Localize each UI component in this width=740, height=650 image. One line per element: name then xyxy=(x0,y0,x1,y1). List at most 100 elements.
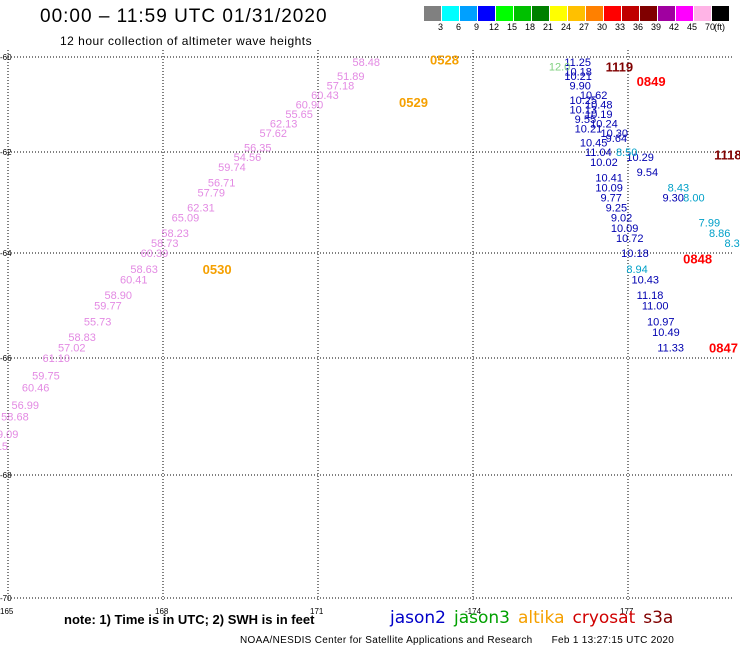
swh-value: 57.15 xyxy=(0,441,8,453)
satellite-name: jason3 xyxy=(454,608,510,628)
legend-swatch xyxy=(514,6,532,21)
swh-value: 10.25 xyxy=(570,95,598,107)
legend-label: 36 xyxy=(633,22,644,32)
legend-label: 15 xyxy=(507,22,518,32)
legend-label: 30 xyxy=(597,22,608,32)
swh-value: 7.99 xyxy=(699,218,720,230)
pass-time-label: 0529 xyxy=(399,95,428,110)
swh-value: 60.46 xyxy=(22,382,50,394)
longitude-label: 177 xyxy=(620,607,634,616)
swh-value: 58.63 xyxy=(130,264,158,276)
swh-value: 58.68 xyxy=(1,412,29,424)
page-title: 00:00 – 11:59 UTC 01/31/2020 xyxy=(40,6,328,27)
swh-value: 9.64 xyxy=(606,133,627,145)
legend-swatch xyxy=(586,6,604,21)
swh-value: 65.09 xyxy=(172,213,200,225)
swh-value: 10.24 xyxy=(590,119,618,131)
pass-time-label: 0847 xyxy=(709,341,738,356)
legend-swatch xyxy=(442,6,460,21)
swh-value: 10.43 xyxy=(632,274,660,286)
swh-value: 10.48 xyxy=(585,100,613,112)
swh-value: 56.35 xyxy=(244,142,272,154)
legend-swatch xyxy=(712,6,730,21)
swh-value: 9.25 xyxy=(606,203,627,215)
latitude-label: -62 xyxy=(0,148,12,157)
satellite-name: s3a xyxy=(643,608,674,628)
legend-label: 9 xyxy=(474,22,480,32)
legend-swatch xyxy=(496,6,514,21)
legend-swatch xyxy=(550,6,568,21)
legend-swatches xyxy=(424,6,740,21)
legend-label: 70 xyxy=(705,22,716,32)
swh-value: 10.41 xyxy=(595,172,623,184)
swh-value: 58.73 xyxy=(151,238,179,250)
swh-value: 60.43 xyxy=(311,90,339,102)
legend-swatch xyxy=(658,6,676,21)
swh-value: 55.73 xyxy=(84,316,112,328)
swh-value: 57.62 xyxy=(260,128,288,140)
credit-org: NOAA/NESDIS Center for Satellite Applica… xyxy=(240,635,533,646)
swh-value: 10.21 xyxy=(564,71,592,83)
swh-value: 62.13 xyxy=(270,119,298,131)
swh-value: 8.31 xyxy=(725,238,740,250)
swh-value: 10.21 xyxy=(575,123,603,135)
swh-value: 10.62 xyxy=(580,90,608,102)
legend-unit: (ft) xyxy=(714,22,725,32)
legend-labels: 3 6 9 12 15 18 21 24 27 30 33 36 39 42 45 70 (ft) xyxy=(424,21,740,33)
swh-value: 10.30 xyxy=(601,128,629,140)
legend-swatch xyxy=(568,6,586,21)
latitude-label: -68 xyxy=(0,471,12,480)
legend-label: 45 xyxy=(687,22,698,32)
satellite-name: jason2 xyxy=(390,608,446,628)
swh-value: 56.99 xyxy=(12,400,40,412)
footer-note: note: 1) Time is in UTC; 2) SWH is in fe… xyxy=(64,612,315,627)
longitude-labels: 165 168 171 -174 177 xyxy=(0,607,634,616)
swh-value: 9.90 xyxy=(570,81,591,93)
swh-value: 54.56 xyxy=(234,152,262,164)
swh-value: 9.54 xyxy=(637,167,658,179)
swh-value: 10.09 xyxy=(611,223,639,235)
credit-line: NOAA/NESDIS Center for Satellite Applica… xyxy=(240,635,690,646)
legend-label: 39 xyxy=(651,22,662,32)
swh-value: 10.18 xyxy=(564,66,592,78)
swh-value: 59.77 xyxy=(94,301,122,313)
swh-value: 11.18 xyxy=(637,290,664,302)
swh-value: 8.43 xyxy=(668,182,689,194)
legend-swatch xyxy=(460,6,478,21)
swh-value: 10.45 xyxy=(580,138,608,150)
legend-label: 33 xyxy=(615,22,626,32)
legend-swatch xyxy=(694,6,712,21)
swh-value: 58.83 xyxy=(68,332,96,344)
swh-value: 57.02 xyxy=(58,343,86,355)
altimeter-tracks: 58.48 51.8957.1860.4360.9055.6562.1357.62… xyxy=(0,57,740,453)
legend-label: 12 xyxy=(489,22,500,32)
satellite-name: altika xyxy=(518,608,565,628)
swh-value: 60.39 xyxy=(141,248,169,260)
legend-swatch xyxy=(532,6,550,21)
pass-time-label: 0848 xyxy=(683,251,712,266)
pass-time-label: 0530 xyxy=(203,262,232,277)
legend-label: 3 xyxy=(438,22,444,32)
pass-time-label: 1119 xyxy=(606,60,634,75)
longitude-label: 165 xyxy=(0,607,14,616)
legend-swatch xyxy=(640,6,658,21)
swh-value: 58.23 xyxy=(161,228,189,240)
swh-value: 10.72 xyxy=(616,233,644,245)
swh-value: 59.75 xyxy=(32,371,60,383)
latitude-labels: -60 -62 -64 -66 -68 -70 xyxy=(0,53,12,603)
swh-value: 8.00 xyxy=(683,192,704,204)
swh-value: 62.31 xyxy=(187,203,215,215)
longitude-label: -174 xyxy=(465,607,482,616)
swh-value: 12.0 xyxy=(549,62,570,74)
legend-label: 21 xyxy=(543,22,554,32)
pass-time-label: 1118 xyxy=(714,148,740,163)
swh-value: 10.02 xyxy=(590,157,618,169)
swh-value: 8.94 xyxy=(626,264,647,276)
pass-time-label: 0528 xyxy=(430,52,459,67)
latitude-label: -66 xyxy=(0,354,12,363)
legend-swatch xyxy=(424,6,442,21)
swh-value: 58.90 xyxy=(105,290,133,302)
legend-label: 27 xyxy=(579,22,590,32)
page-subtitle: 12 hour collection of altimeter wave hei… xyxy=(60,34,313,48)
